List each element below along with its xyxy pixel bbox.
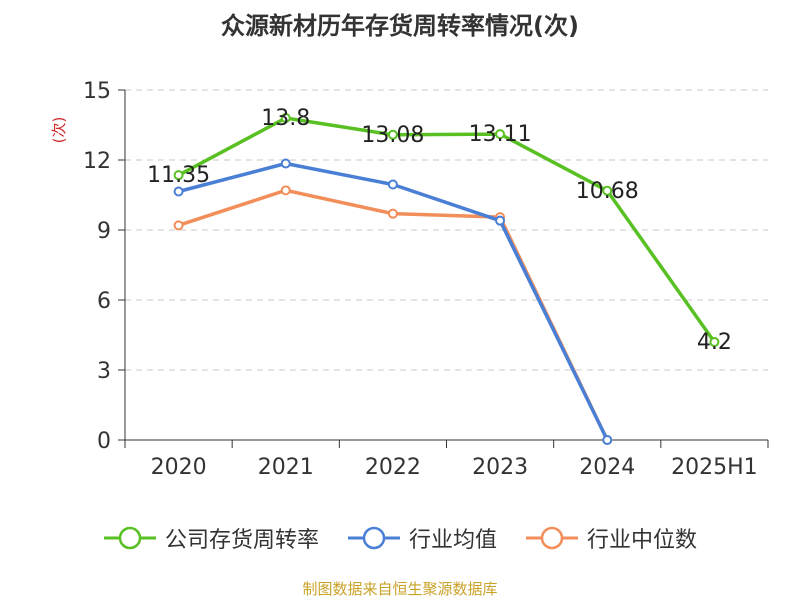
y-tick-label: 0: [97, 429, 111, 454]
data-point: [280, 185, 291, 196]
data-point: [709, 337, 720, 347]
data-point: [173, 170, 184, 181]
data-point: [280, 113, 291, 123]
data-point: [495, 215, 506, 226]
data-point: [173, 186, 184, 197]
legend-item-0[interactable]: 公司存货周转率: [103, 522, 319, 554]
legend-item-1[interactable]: 行业均值: [347, 522, 497, 554]
x-tick-label: 2024: [579, 455, 635, 480]
data-point: [387, 208, 398, 219]
data-point: [387, 179, 398, 190]
data-point: [495, 129, 506, 140]
y-tick-label: 9: [97, 219, 111, 244]
data-point: [602, 185, 613, 196]
grid-lines: [125, 89, 768, 371]
legend: 公司存货周转率 行业均值 行业中位数: [0, 520, 800, 556]
data-label: 13.08: [361, 123, 424, 148]
data-point: [602, 435, 613, 445]
data-label: 11.35: [147, 163, 210, 188]
data-label: 10.68: [576, 179, 639, 204]
x-tick-label: 2023: [472, 455, 528, 480]
data-labels: 11.35 13.8 13.08 13.11 10.68 4.2: [147, 106, 732, 355]
legend-item-2[interactable]: 行业中位数: [525, 522, 697, 554]
series-line-2: [178, 188, 609, 441]
legend-swatch: [103, 526, 156, 550]
x-tick-label: 2020: [151, 455, 207, 480]
y-tick-label: 15: [83, 79, 111, 104]
series-line-0: [177, 116, 716, 344]
data-point: [387, 129, 398, 140]
x-tick-label: 2022: [365, 455, 421, 480]
series-lines: [173, 113, 720, 445]
data-point: [280, 158, 291, 169]
x-tick-label: 2025H1: [671, 455, 758, 480]
legend-label: 公司存货周转率: [164, 528, 319, 553]
y-tick-label: 12: [83, 149, 111, 174]
data-label: 13.11: [469, 122, 532, 147]
legend-swatch: [347, 526, 400, 550]
x-tick-label: 2021: [258, 455, 314, 480]
y-tick-label: 6: [97, 289, 111, 314]
legend-label: 行业中位数: [587, 528, 698, 553]
y-axis-unit: (次): [50, 117, 68, 144]
source-note: 制图数据来自恒生聚源数据库: [302, 580, 498, 598]
legend-swatch: [526, 526, 578, 550]
data-label: 4.2: [697, 330, 732, 355]
chart-title: 众源新材历年存货周转率情况(次): [221, 12, 579, 40]
data-label: 13.8: [261, 106, 310, 131]
data-point: [173, 220, 184, 231]
y-tick-label: 3: [97, 359, 111, 384]
legend-label: 行业均值: [408, 528, 497, 553]
axes: 0 3 6 9 12 15 2020 2021 2022 2023 2024 2025H1: [83, 79, 769, 480]
